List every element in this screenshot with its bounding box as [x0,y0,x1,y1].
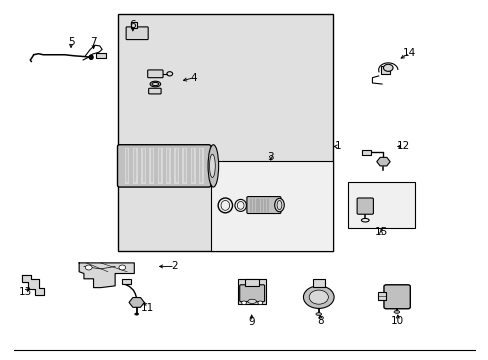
Circle shape [383,64,392,71]
Bar [380,66,389,74]
Bar [244,279,259,286]
Bar [238,279,265,304]
Ellipse shape [247,299,256,303]
FancyBboxPatch shape [117,145,210,187]
FancyBboxPatch shape [383,285,409,309]
Polygon shape [79,263,134,288]
FancyBboxPatch shape [147,70,163,78]
Circle shape [241,301,246,305]
FancyBboxPatch shape [126,27,148,40]
Text: 2: 2 [171,261,178,271]
Text: 10: 10 [390,316,404,326]
Bar [377,292,386,300]
Text: 15: 15 [374,227,387,237]
Bar [182,148,187,184]
Ellipse shape [274,198,284,212]
Ellipse shape [393,311,399,313]
Bar [210,161,332,251]
Circle shape [257,301,262,305]
Bar [199,148,203,184]
Text: 14: 14 [403,48,416,58]
Bar [131,22,137,28]
Text: 7: 7 [90,37,97,47]
Circle shape [303,286,333,309]
Circle shape [119,265,125,270]
Bar [158,148,162,184]
Ellipse shape [208,145,218,187]
Ellipse shape [89,55,93,59]
Text: 5: 5 [67,37,74,47]
Bar [165,148,170,184]
Text: 9: 9 [248,317,254,327]
FancyBboxPatch shape [239,285,264,302]
Text: 4: 4 [190,73,197,83]
Bar [124,148,129,184]
FancyBboxPatch shape [246,197,280,213]
Bar [133,148,138,184]
Bar [347,182,414,228]
Bar [361,150,370,154]
Ellipse shape [315,312,321,315]
Text: 13: 13 [19,287,32,297]
Ellipse shape [135,313,138,315]
Circle shape [308,290,328,304]
Bar [122,279,131,284]
Polygon shape [21,275,44,294]
Bar [149,148,154,184]
Text: 11: 11 [141,303,154,313]
Circle shape [85,265,92,270]
Text: 3: 3 [267,152,274,162]
Bar [96,53,106,58]
Bar [141,148,146,184]
Bar [117,14,332,251]
Bar [190,148,195,184]
Ellipse shape [209,154,215,177]
Bar [174,148,179,184]
FancyBboxPatch shape [356,198,373,214]
Text: 6: 6 [129,20,136,30]
Bar [312,279,325,287]
Text: 8: 8 [316,316,323,326]
Text: 1: 1 [334,141,341,152]
FancyBboxPatch shape [148,88,161,94]
Text: 12: 12 [396,141,409,152]
